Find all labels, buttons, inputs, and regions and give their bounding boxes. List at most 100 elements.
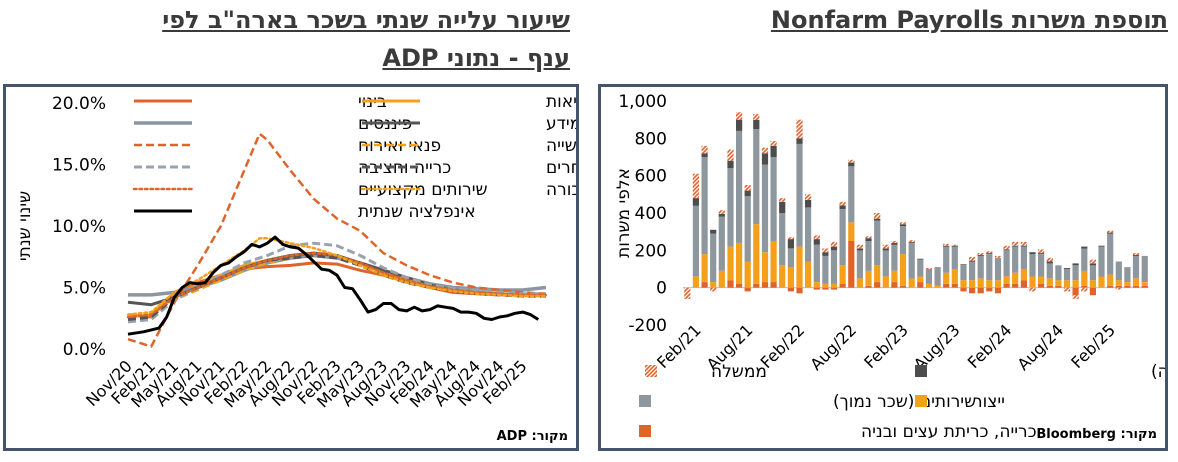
bar-segment — [753, 119, 760, 129]
bar-segment — [960, 265, 967, 281]
bar-segment — [1038, 283, 1045, 288]
bar-segment — [787, 267, 794, 288]
legend-swatch — [915, 365, 927, 377]
bar-segment — [969, 256, 976, 261]
bar-segment — [917, 282, 924, 288]
bar-segment — [1115, 287, 1122, 290]
bar-segment — [1107, 232, 1114, 234]
bar-segment — [874, 265, 881, 283]
bar-segment — [917, 276, 924, 283]
bar-segment — [701, 157, 708, 255]
bar-segment — [1063, 269, 1071, 281]
bar-segment — [1132, 278, 1140, 286]
bar-segment — [813, 282, 820, 288]
bar-segment — [710, 233, 717, 282]
bar-segment — [830, 287, 838, 290]
legend-label: שירותים (שכר נמוך) — [833, 392, 976, 412]
bar-segment — [796, 287, 803, 294]
left-line-chart: 0.0%5.0%10.0%15.0%20.0%שינוי שנתיNov/20F… — [15, 92, 576, 411]
bar-segment — [1072, 280, 1079, 288]
bar-segment — [960, 287, 967, 292]
y-tick-label: 0.0% — [63, 340, 106, 360]
legend-label: כרייה, כריתת עצים ובניה — [861, 422, 1037, 442]
bar-segment — [969, 287, 976, 294]
bar-segment — [882, 248, 889, 251]
x-tick-label: Feb/23 — [860, 320, 912, 372]
y-tick-label: 15.0% — [52, 156, 106, 176]
bar-segment — [822, 283, 829, 288]
bar-segment — [796, 119, 803, 139]
bar-segment — [1003, 250, 1010, 277]
bar-segment — [1124, 285, 1131, 288]
y-tick-label: 800 — [635, 129, 667, 149]
y-tick-label: 20.0% — [52, 94, 106, 114]
bar-segment — [943, 272, 950, 284]
bar-segment — [934, 267, 941, 286]
bar-segment — [977, 278, 984, 288]
legend-label: שירותים (שכר גבוה) — [1151, 362, 1165, 382]
bar-segment — [865, 238, 872, 241]
bar-segment — [761, 252, 769, 283]
y-axis-label: אלפי משרות — [614, 168, 634, 258]
legend-label: מידע — [546, 114, 576, 134]
legend-label: ממשלה — [711, 362, 767, 382]
bar-segment — [1038, 254, 1045, 277]
series-line — [127, 132, 547, 348]
legend-label: אינפלציה שנתית — [358, 202, 476, 222]
bar-segment — [1046, 261, 1053, 264]
bar-segment — [882, 276, 889, 288]
bar-segment — [1089, 280, 1096, 288]
bar-segment — [1038, 253, 1045, 254]
bar-segment — [701, 145, 708, 154]
bar-segment — [1003, 283, 1010, 288]
bar-segment — [951, 246, 958, 269]
bar-segment — [951, 269, 958, 284]
bar-segment — [1038, 276, 1045, 284]
bar-segment — [1081, 246, 1088, 249]
bar-segment — [718, 270, 725, 288]
bar-segment — [1063, 268, 1071, 269]
bar-segment — [1141, 282, 1148, 286]
bar-segment — [830, 283, 838, 288]
bar-segment — [1046, 263, 1053, 279]
legend-label: תעשייה — [546, 136, 576, 156]
bar-segment — [874, 282, 881, 288]
bar-segment — [891, 270, 898, 283]
bar-segment — [839, 283, 846, 288]
bar-segment — [908, 242, 915, 279]
y-tick-label: 600 — [635, 167, 667, 187]
bar-segment — [917, 258, 924, 260]
bar-segment — [1012, 241, 1019, 246]
bar-segment — [839, 201, 846, 206]
bar-segment — [701, 282, 708, 288]
bar-segment — [908, 240, 915, 242]
bar-segment — [710, 287, 717, 292]
bar-segment — [1020, 241, 1027, 246]
bar-segment — [899, 285, 907, 288]
bar-segment — [865, 236, 872, 239]
bar-segment — [960, 264, 967, 266]
bar-segment — [1132, 285, 1140, 288]
bar-segment — [934, 285, 941, 288]
bar-segment — [770, 145, 777, 157]
bar-segment — [761, 153, 769, 165]
y-tick-label: 400 — [635, 204, 667, 224]
bar-segment — [1020, 280, 1027, 288]
bar-segment — [761, 164, 769, 253]
bar-segment — [943, 283, 950, 288]
bar-segment — [1089, 263, 1096, 266]
legend-swatch — [639, 425, 651, 437]
bar-segment — [856, 248, 863, 251]
bar-segment — [805, 261, 812, 288]
bar-segment — [1072, 263, 1079, 266]
bar-segment — [856, 250, 863, 279]
bar-segment — [848, 166, 855, 223]
bar-segment — [882, 250, 889, 277]
bar-segment — [805, 199, 812, 208]
bar-segment — [796, 138, 803, 144]
bar-segment — [969, 280, 976, 288]
bar-segment — [951, 283, 958, 288]
bar-segment — [761, 282, 769, 288]
bar-segment — [882, 244, 889, 249]
legend-label: שירותים מקצועיים — [358, 180, 488, 200]
